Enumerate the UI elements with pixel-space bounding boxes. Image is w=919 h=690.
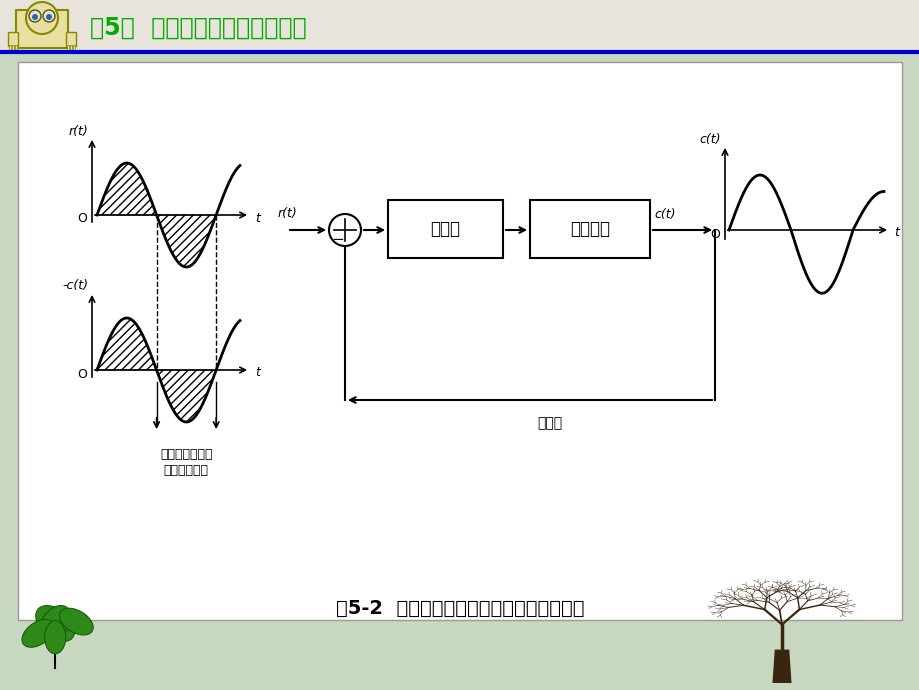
Polygon shape — [772, 650, 790, 683]
Ellipse shape — [36, 606, 74, 642]
Circle shape — [29, 10, 41, 22]
Text: t: t — [893, 226, 898, 239]
Text: 反馈量与输入量: 反馈量与输入量 — [160, 448, 212, 461]
Bar — [70, 45, 72, 50]
Text: -c(t): -c(t) — [62, 279, 88, 293]
Bar — [66, 32, 76, 46]
Bar — [529, 200, 650, 258]
Circle shape — [32, 14, 38, 20]
Text: O: O — [77, 213, 87, 226]
Text: r(t): r(t) — [68, 124, 88, 137]
Bar — [9, 45, 11, 50]
Ellipse shape — [60, 609, 93, 635]
Bar — [18, 62, 901, 620]
Text: r(t): r(t) — [277, 207, 297, 220]
Text: 第5章  自动控制系统的性能分析: 第5章 自动控制系统的性能分析 — [90, 16, 306, 40]
Ellipse shape — [22, 620, 54, 647]
Text: 调节器: 调节器 — [430, 220, 460, 238]
Polygon shape — [96, 163, 156, 215]
Bar — [73, 45, 75, 50]
Text: t: t — [255, 212, 259, 224]
Text: c(t): c(t) — [698, 132, 720, 146]
Ellipse shape — [45, 620, 65, 654]
Circle shape — [26, 2, 58, 34]
Text: 调节对象: 调节对象 — [570, 220, 609, 238]
Text: c(t): c(t) — [653, 208, 675, 221]
Polygon shape — [96, 318, 156, 370]
Bar — [0, 0, 919, 52]
Text: 图5-2  造成自动控制系统不稳定的物理原因: 图5-2 造成自动控制系统不稳定的物理原因 — [335, 598, 584, 618]
Bar — [8, 32, 18, 46]
Polygon shape — [156, 215, 216, 267]
Text: 极性相同部分: 极性相同部分 — [164, 464, 209, 477]
Circle shape — [43, 10, 55, 22]
Bar — [12, 45, 14, 50]
Circle shape — [329, 214, 360, 246]
Text: t: t — [255, 366, 259, 380]
Bar — [388, 200, 503, 258]
Bar — [67, 45, 69, 50]
Bar — [15, 45, 17, 50]
Circle shape — [46, 14, 52, 20]
Bar — [16, 10, 68, 48]
Text: −: − — [331, 232, 344, 246]
Text: 负反馈: 负反馈 — [537, 416, 562, 430]
Ellipse shape — [40, 606, 71, 642]
Text: O: O — [77, 368, 87, 380]
Text: O: O — [709, 228, 720, 241]
Polygon shape — [156, 370, 216, 422]
